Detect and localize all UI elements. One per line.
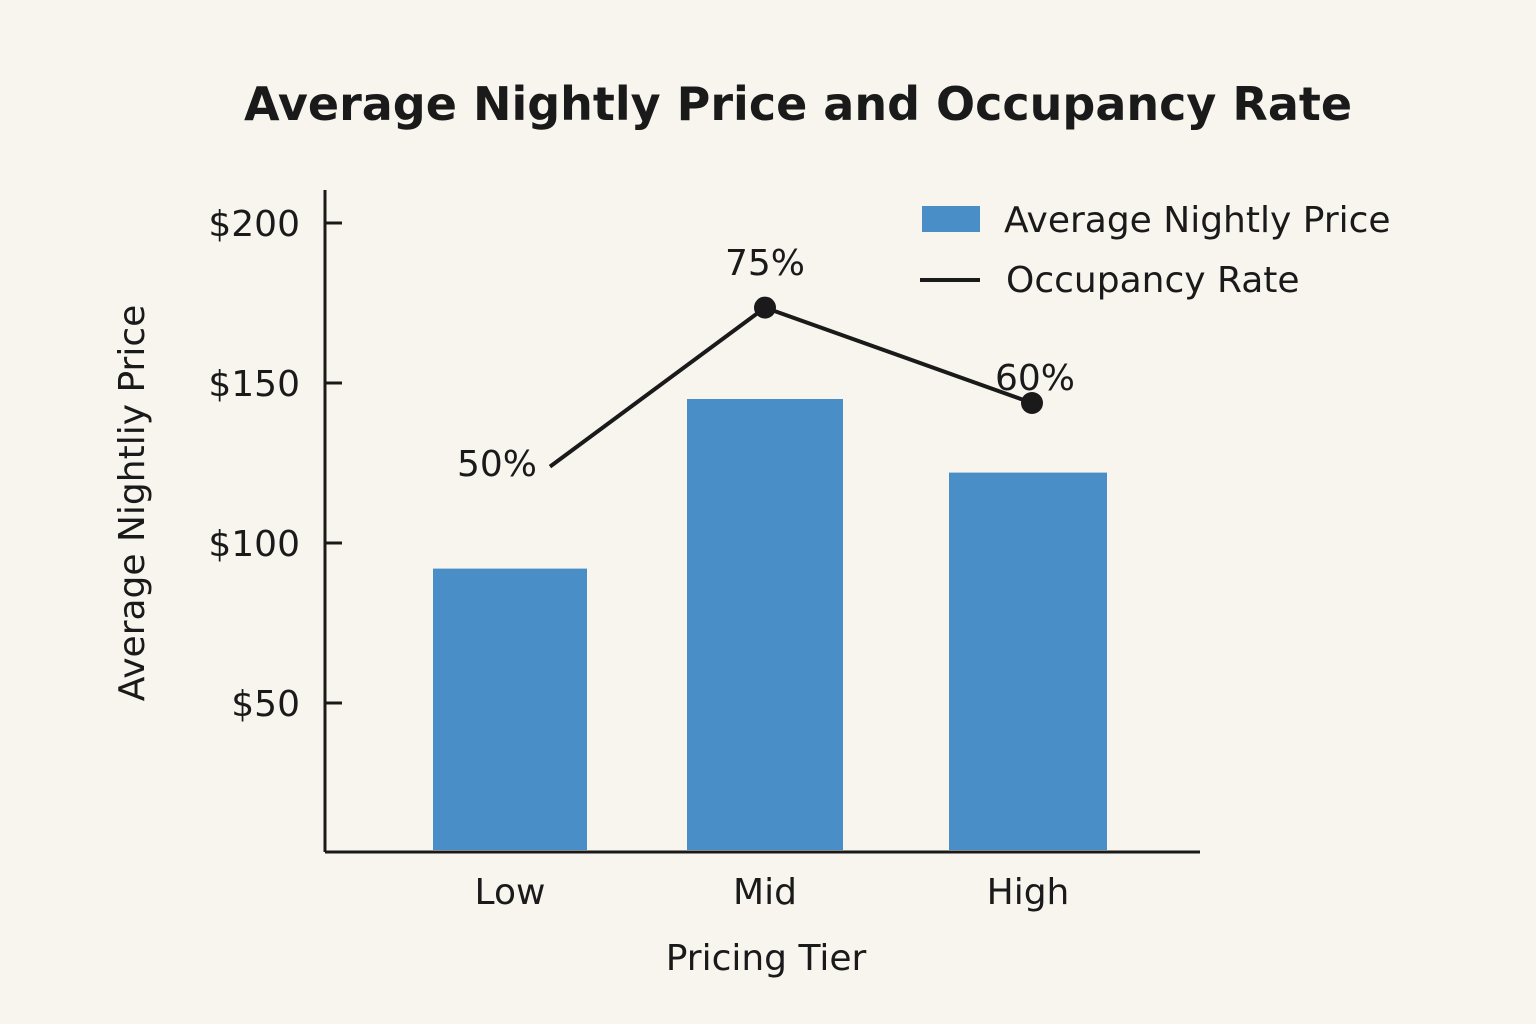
occupancy-point-high xyxy=(1021,392,1043,414)
occupancy-label-mid: 75% xyxy=(725,243,805,284)
bar-high xyxy=(949,472,1107,850)
legend-label-price: Average Nightly Price xyxy=(1004,200,1391,241)
x-tick-label: Low xyxy=(475,872,546,913)
x-tick-label: High xyxy=(987,872,1070,913)
legend-bar-swatch xyxy=(922,206,980,232)
bar-low xyxy=(433,568,587,850)
y-axis-label: Average Nightliy Price xyxy=(112,305,153,702)
x-axis-label: Pricing Tier xyxy=(666,938,867,979)
bar-mid xyxy=(687,399,843,850)
occupancy-point-mid xyxy=(754,296,776,319)
x-tick-label: Mid xyxy=(733,872,797,913)
legend-label-occupancy: Occupancy Rate xyxy=(1006,260,1300,301)
occupancy-label-high: 60% xyxy=(995,358,1075,399)
legend: Average Nightly Price Occupancy Rate xyxy=(920,200,1391,301)
chart-title: Average Nightly Price and Occupancy Rate xyxy=(244,77,1352,131)
y-tick-label: $50 xyxy=(231,684,300,725)
y-tick-label: $150 xyxy=(208,364,300,405)
y-tick-label: $100 xyxy=(208,524,300,565)
y-tick-label: $200 xyxy=(208,204,300,245)
occupancy-label-low: 50% xyxy=(457,444,537,485)
